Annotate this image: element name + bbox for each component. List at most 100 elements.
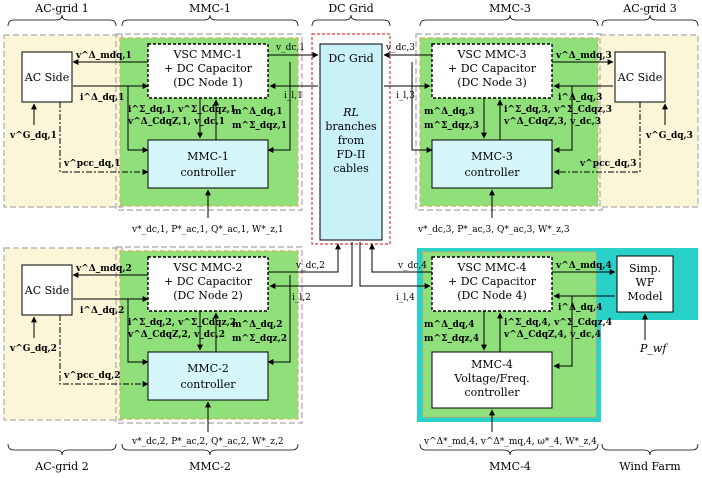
header-dc-grid: DC Grid xyxy=(328,2,373,15)
p-wf-label: P_wf xyxy=(639,342,668,355)
label-m2d: m^Σ_dqz,2 xyxy=(232,334,287,344)
label-vmdq4: v^Δ_mdq,4 xyxy=(555,261,612,271)
label-idq1: i^Δ_dq,1 xyxy=(80,93,124,103)
svg-text:Model: Model xyxy=(628,290,663,303)
mmc-1-controller: MMC-1 controller xyxy=(147,139,269,189)
ac-side-box-1 xyxy=(21,51,73,103)
label-vG1: v^G_dq,1 xyxy=(9,131,57,141)
label-vmdq2: v^Δ_mdq,2 xyxy=(75,264,132,274)
label-m3b: m^Σ_dqz,3 xyxy=(424,121,479,131)
header-wind-farm: Wind Farm xyxy=(619,460,681,473)
svg-text:VSC MMC-2: VSC MMC-2 xyxy=(172,261,242,274)
label-m1c: m^Δ_dq,1 xyxy=(232,107,283,117)
svg-text:controller: controller xyxy=(465,166,521,179)
label-m4d: v^Δ_CdqZ,4, v_dc,4 xyxy=(503,330,601,340)
header-ac-grid-3: AC-grid 3 xyxy=(622,2,676,15)
connections xyxy=(31,52,668,432)
svg-text:DC Grid: DC Grid xyxy=(328,52,373,65)
label-vpcc3: v^pcc_dq,3 xyxy=(579,159,637,169)
label-m2b: v^Δ_CdqZ,2, v_dc,2 xyxy=(127,330,225,340)
label-m1b: v^Δ_CdqZ,1, v_dc,1 xyxy=(127,117,225,127)
svg-text:cables: cables xyxy=(333,162,369,175)
ac-side-label-1: AC Side xyxy=(24,71,69,84)
svg-text:MMC-3: MMC-3 xyxy=(471,150,513,163)
label-idq4: i^Δ_dq,4 xyxy=(558,303,602,313)
header-ac-grid-2: AC-grid 2 xyxy=(34,460,88,473)
svg-text:(DC Node 1): (DC Node 1) xyxy=(173,76,243,89)
svg-text:branches: branches xyxy=(325,120,377,133)
svg-text:+ DC Capacitor: + DC Capacitor xyxy=(448,62,537,75)
svg-text:(DC Node 2): (DC Node 2) xyxy=(173,289,243,302)
label-ref1: v*_dc,1, P*_ac,1, Q*_ac,1, W*_z,1 xyxy=(131,225,284,235)
svg-text:(DC Node 3): (DC Node 3) xyxy=(457,76,527,89)
svg-text:+ DC Capacitor: + DC Capacitor xyxy=(164,275,253,288)
header-mmc-2: MMC-2 xyxy=(189,460,231,473)
ac-side-label-3: AC Side xyxy=(617,71,662,84)
label-ref3: v*_dc,3, P*_ac,3, Q*_ac,3, W*_z,3 xyxy=(417,225,570,235)
wind-farm-model-box: Simp. WF Model xyxy=(616,255,674,313)
mmc-2-controller: MMC-2 controller xyxy=(147,351,269,401)
mmc-3-controller: MMC-3 controller xyxy=(431,139,553,189)
svg-text:+ DC Capacitor: + DC Capacitor xyxy=(448,275,537,288)
headers: AC-grid 1 MMC-1 DC Grid MMC-3 AC-grid 3 … xyxy=(7,2,699,473)
label-ref4: v^Δ*_md,4, v^Δ*_mq,4, ω*_4, W*_z,4 xyxy=(423,437,597,447)
label-idq2: i^Δ_dq,2 xyxy=(80,306,124,316)
svg-text:RL: RL xyxy=(342,106,359,119)
header-mmc-1: MMC-1 xyxy=(189,2,231,15)
label-il3: i_l,3 xyxy=(396,91,415,101)
label-vdc2: v_dc,2 xyxy=(295,261,325,271)
label-il1: i_l,1 xyxy=(284,91,303,101)
label-idq3: i^Δ_dq,3 xyxy=(558,93,602,103)
label-m2a: i^Σ_dq,2, v^Σ_Cdqz,2 xyxy=(128,318,236,328)
svg-text:VSC MMC-4: VSC MMC-4 xyxy=(456,261,526,274)
svg-text:MMC-4: MMC-4 xyxy=(471,358,513,371)
label-il4: i_l,4 xyxy=(396,293,415,303)
svg-text:(DC Node 4): (DC Node 4) xyxy=(457,289,527,302)
vsc-mmc-2-box: VSC MMC-2 + DC Capacitor (DC Node 2) xyxy=(147,256,269,312)
label-m2c: m^Δ_dq,2 xyxy=(232,320,283,330)
dc-grid-box: DC Grid RL branches from FD-II cables xyxy=(319,43,383,241)
header-mmc-4: MMC-4 xyxy=(489,460,531,473)
vsc-mmc-1-box: VSC MMC-1 + DC Capacitor (DC Node 1) xyxy=(147,43,269,99)
label-m4c: i^Σ_dq,4, v^Σ_Cdqz,4 xyxy=(504,318,612,328)
svg-text:FD-II: FD-II xyxy=(336,148,365,161)
svg-text:Voltage/Freq.: Voltage/Freq. xyxy=(453,372,529,385)
label-vpcc1: v^pcc_dq,1 xyxy=(63,159,121,169)
label-m4b: m^Σ_dqz,4 xyxy=(424,334,479,344)
label-ref2: v*_dc,2, P*_ac,2, Q*_ac,2, W*_z,2 xyxy=(131,437,284,447)
label-vG2: v^G_dq,2 xyxy=(9,344,57,354)
label-m4a: m^Δ_dq,4 xyxy=(424,320,475,330)
label-m1a: i^Σ_dq,1, v^Σ_Cdqz,1 xyxy=(128,105,236,115)
label-vdc4: v_dc,4 xyxy=(397,261,427,271)
label-il2: i_l,2 xyxy=(292,293,311,303)
svg-text:from: from xyxy=(338,134,365,147)
signal-labels: v^Δ_mdq,1 i^Δ_dq,1 v^G_dq,1 v^pcc_dq,1 i… xyxy=(9,43,693,447)
ac-side-label-2: AC Side xyxy=(24,284,69,297)
label-vpcc2: v^pcc_dq,2 xyxy=(63,371,121,381)
svg-text:controller: controller xyxy=(465,386,521,399)
svg-text:controller: controller xyxy=(181,166,237,179)
header-ac-grid-1: AC-grid 1 xyxy=(34,2,88,15)
header-mmc-3: MMC-3 xyxy=(489,2,531,15)
vsc-mmc-3-box: VSC MMC-3 + DC Capacitor (DC Node 3) xyxy=(431,43,553,99)
svg-text:Simp.: Simp. xyxy=(629,262,661,275)
label-m1d: m^Σ_dqz,1 xyxy=(232,121,287,131)
mmc-4-controller: MMC-4 Voltage/Freq. controller xyxy=(431,351,553,409)
svg-text:+ DC Capacitor: + DC Capacitor xyxy=(164,62,253,75)
label-vmdq3: v^Δ_mdq,3 xyxy=(555,51,612,61)
label-vdc1: v_dc,1 xyxy=(275,43,305,53)
svg-text:WF: WF xyxy=(636,276,655,289)
label-vmdq1: v^Δ_mdq,1 xyxy=(75,51,132,61)
svg-text:MMC-1: MMC-1 xyxy=(187,150,229,163)
vsc-mmc-4-box: VSC MMC-4 + DC Capacitor (DC Node 4) xyxy=(431,256,553,312)
svg-text:controller: controller xyxy=(181,378,237,391)
label-vdc3: v_dc,3 xyxy=(385,43,415,53)
label-m3c: i^Σ_dq,3, v^Σ_Cdqz,3 xyxy=(504,105,612,115)
svg-text:VSC MMC-1: VSC MMC-1 xyxy=(172,48,242,61)
svg-text:MMC-2: MMC-2 xyxy=(187,362,229,375)
ac-side-box-3 xyxy=(614,51,666,103)
label-m3a: m^Δ_dq,3 xyxy=(424,107,475,117)
label-m3d: v^Δ_CdqZ,3, v_dc,3 xyxy=(503,117,601,127)
svg-text:VSC MMC-3: VSC MMC-3 xyxy=(456,48,526,61)
